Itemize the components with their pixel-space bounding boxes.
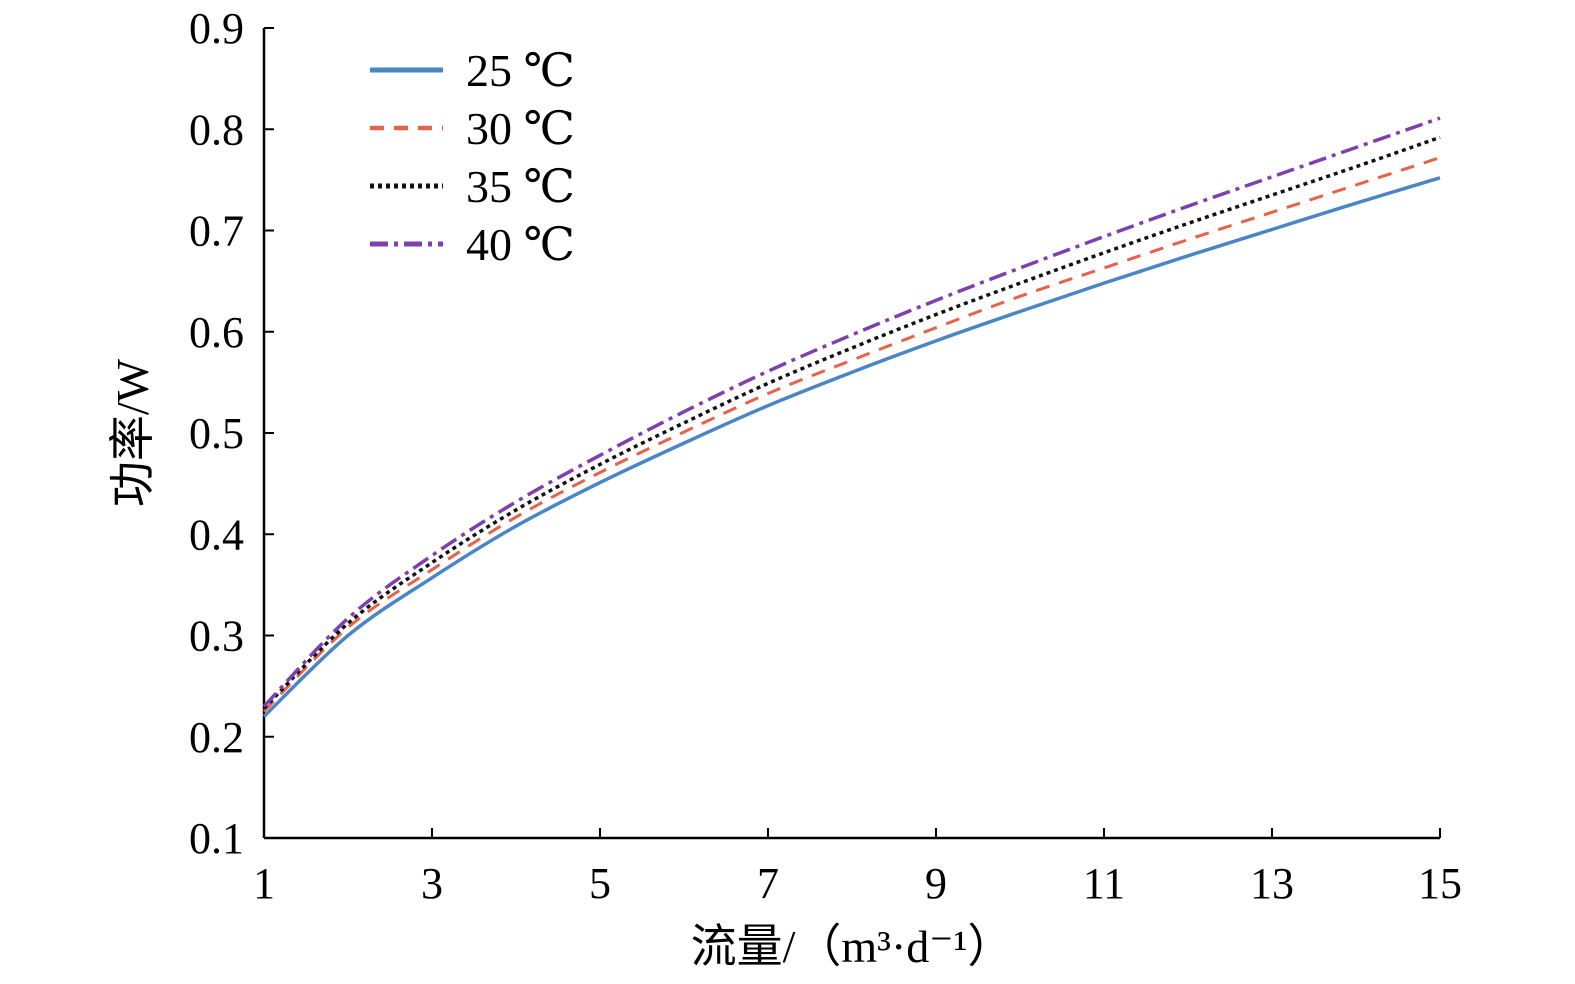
series-line-40c — [262, 116, 1441, 708]
x-tick-label: 9 — [925, 859, 947, 908]
y-tick-label: 0.2 — [189, 713, 244, 762]
y-tick-label: 0.7 — [189, 207, 244, 256]
legend-label-35c: 35 ℃ — [466, 161, 575, 212]
x-tick-label: 13 — [1250, 859, 1294, 908]
x-axis-label: 流量/（m³·d⁻¹） — [691, 921, 1014, 972]
y-tick-label: 0.5 — [189, 409, 244, 458]
y-tick-label: 0.1 — [189, 814, 244, 863]
x-tick-label: 1 — [253, 859, 275, 908]
series-line-25c — [262, 176, 1441, 718]
legend: 25 ℃ 30 ℃ 35 ℃ 40 ℃ — [370, 45, 575, 270]
legend-label-25c: 25 ℃ — [466, 45, 575, 96]
x-tick-label: 3 — [421, 859, 443, 908]
series-line-30c — [262, 156, 1441, 713]
legend-label-30c: 30 ℃ — [466, 103, 575, 154]
x-tick-label: 15 — [1418, 859, 1462, 908]
series-line-35c — [262, 135, 1441, 710]
x-tick-label: 5 — [589, 859, 611, 908]
y-tick-label: 0.6 — [189, 308, 244, 357]
y-tick-label: 0.3 — [189, 612, 244, 661]
series-layer — [262, 116, 1441, 718]
x-tick-label: 7 — [757, 859, 779, 908]
y-tick-label: 0.9 — [189, 4, 244, 53]
y-tick-label: 0.8 — [189, 105, 244, 154]
y-axis-label: 功率/W — [107, 358, 158, 507]
y-tick-label: 0.4 — [189, 510, 244, 559]
legend-label-40c: 40 ℃ — [466, 219, 575, 270]
axes: 0.10.20.30.40.50.60.70.80.91 3 5 7 9 11 13 15 — [189, 4, 1462, 908]
x-tick-label: 11 — [1083, 859, 1125, 908]
